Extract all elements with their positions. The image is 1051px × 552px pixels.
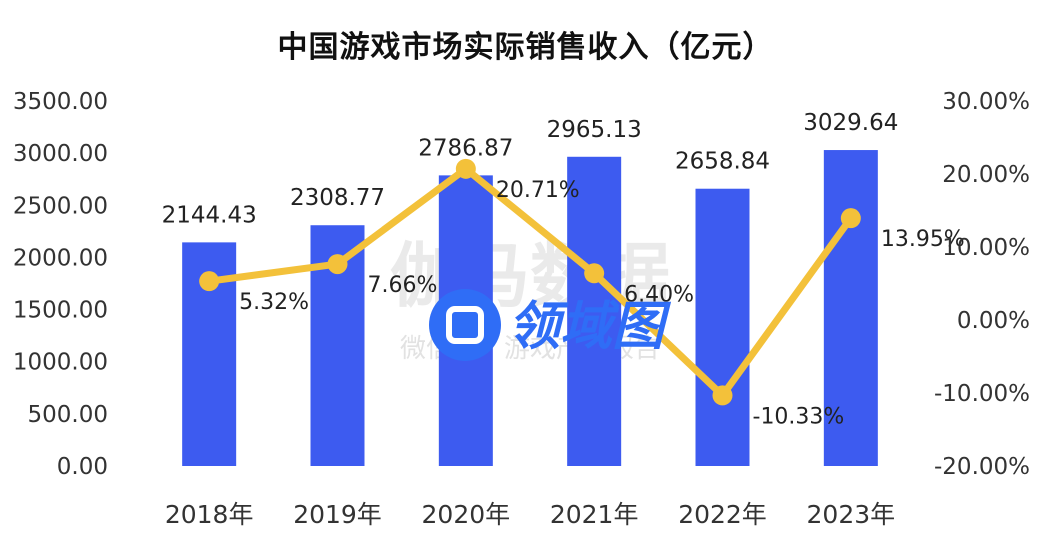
right-tick-label: -20.00% xyxy=(934,454,1030,480)
right-tick-label: 30.00% xyxy=(942,89,1030,115)
category-label: 2023年 xyxy=(807,500,896,529)
category-label: 2020年 xyxy=(422,500,511,529)
left-tick-label: 500.00 xyxy=(28,402,108,428)
left-tick-label: 2000.00 xyxy=(13,245,108,271)
line-data-label: 5.32% xyxy=(239,290,309,315)
line-point xyxy=(455,158,476,179)
line-data-label: 6.40% xyxy=(624,282,694,307)
logo-text: 领域图 xyxy=(508,297,672,357)
left-tick-label: 2500.00 xyxy=(13,193,108,219)
category-axis: 2018年 2019年 2020年 2021年 2022年 2023年 xyxy=(165,500,895,529)
line-point xyxy=(840,208,861,229)
line-point xyxy=(327,254,348,275)
logo-square-icon xyxy=(446,306,484,344)
right-axis: -20.00% -10.00% 0.00% 10.00% 20.00% 30.00% xyxy=(934,89,1030,480)
left-tick-label: 3500.00 xyxy=(13,89,108,115)
right-tick-label: -10.00% xyxy=(934,381,1030,407)
logo-watermark: 领域图 xyxy=(429,289,672,361)
bar-data-label: 2786.87 xyxy=(418,135,513,161)
category-label: 2022年 xyxy=(678,500,767,529)
bar-data-label: 2308.77 xyxy=(290,185,385,211)
right-tick-label: 10.00% xyxy=(942,235,1030,261)
bar xyxy=(695,188,750,466)
line-data-label: 7.66% xyxy=(368,273,438,298)
bar xyxy=(567,156,622,466)
bar-data-label: 3029.64 xyxy=(803,110,898,136)
left-tick-label: 3000.00 xyxy=(13,141,108,167)
left-axis: 0.00 500.00 1000.00 1500.00 2000.00 2500.00 30… xyxy=(13,89,108,480)
line-data-label: 13.95% xyxy=(881,227,965,252)
bar-data-label: 2965.13 xyxy=(547,117,642,143)
line-data-label: -10.33% xyxy=(753,404,845,429)
right-tick-label: 0.00% xyxy=(957,308,1030,334)
bar xyxy=(823,150,878,467)
left-tick-label: 1000.00 xyxy=(13,350,108,376)
line-data-label: 20.71% xyxy=(496,178,580,203)
line-series: 5.32% 7.66% 20.71% 6.40% -10.33% 13.95% xyxy=(199,158,965,429)
line-point xyxy=(199,271,220,292)
left-tick-label: 0.00 xyxy=(57,454,108,480)
bar-data-label: 2144.43 xyxy=(162,202,257,228)
bar-data-label: 2658.84 xyxy=(675,149,770,175)
right-tick-label: 20.00% xyxy=(942,162,1030,188)
category-label: 2019年 xyxy=(293,500,382,529)
line-point xyxy=(712,385,733,406)
left-tick-label: 1500.00 xyxy=(13,298,108,324)
chart-title: 中国游戏市场实际销售收入（亿元） xyxy=(277,30,774,65)
growth-line xyxy=(208,165,854,399)
category-label: 2018年 xyxy=(165,500,254,529)
logo-circle-icon xyxy=(429,289,501,361)
category-label: 2021年 xyxy=(550,500,639,529)
line-point xyxy=(584,263,605,284)
